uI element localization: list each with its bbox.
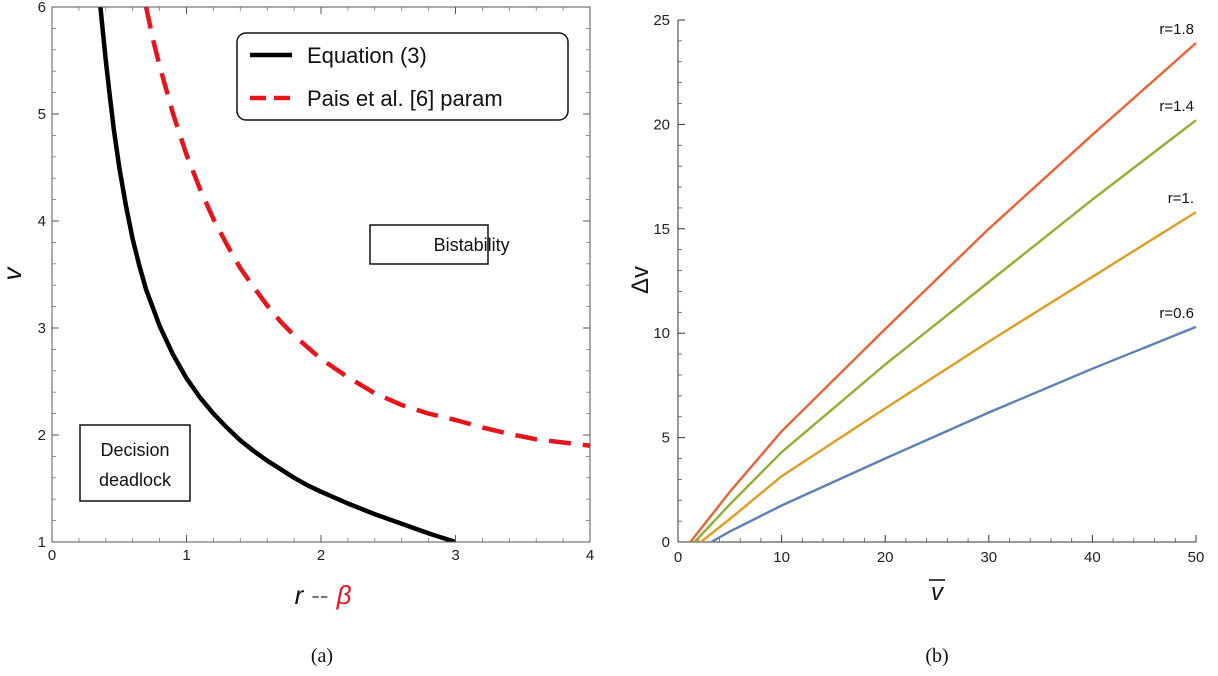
y-tick-label: 20 bbox=[653, 116, 670, 133]
x-tick-label: 20 bbox=[877, 549, 894, 566]
series-line-pais-param bbox=[143, 7, 590, 448]
x-axis-label: r -- β bbox=[295, 580, 352, 610]
x-axis-label-beta: β bbox=[336, 580, 352, 610]
series-line-r06 bbox=[710, 325, 1197, 544]
legend-box bbox=[236, 32, 569, 121]
x-tick-label: 40 bbox=[1084, 549, 1101, 566]
curve-label-r1: r=1. bbox=[1168, 190, 1194, 207]
y-tick-label: 2 bbox=[38, 427, 46, 444]
x-tick-label: 30 bbox=[980, 549, 997, 566]
x-tick-label: 1 bbox=[182, 547, 190, 564]
y-tick-label: 15 bbox=[653, 221, 670, 238]
series-line-r1 bbox=[700, 211, 1197, 543]
region-label-deadlock-line1: Decision bbox=[100, 440, 169, 460]
legend-label-pais-param: Pais et al. [6] param bbox=[307, 86, 503, 111]
y-axis-label: Δv bbox=[627, 266, 654, 294]
series-line-equation-3 bbox=[98, 7, 457, 542]
y-tick-label: 10 bbox=[653, 325, 670, 342]
y-tick-label: 3 bbox=[38, 320, 46, 337]
panel-b: 0 10 20 30 40 50 0 5 10 15 20 25 r=0.6 r=1. r=1.4 r=1.8… bbox=[627, 12, 1204, 606]
y-tick-label: 1 bbox=[38, 534, 46, 551]
x-axis-label-separator: -- bbox=[311, 580, 328, 610]
y-tick-label: 5 bbox=[662, 430, 670, 447]
curve-label-r18: r=1.8 bbox=[1159, 21, 1194, 38]
y-tick-label: 25 bbox=[653, 12, 670, 29]
x-axis-label-r: r bbox=[295, 580, 305, 610]
y-tick-label: 5 bbox=[38, 106, 46, 123]
series-line-r14 bbox=[693, 119, 1197, 543]
x-tick-label: 4 bbox=[586, 547, 594, 564]
curve-label-r14: r=1.4 bbox=[1159, 98, 1194, 115]
y-tick-label: 4 bbox=[38, 213, 46, 230]
region-label-bistability: Bistability bbox=[434, 235, 510, 255]
x-tick-label: 50 bbox=[1188, 549, 1205, 566]
x-tick-label: 0 bbox=[674, 549, 682, 566]
y-tick-label: 0 bbox=[662, 534, 670, 551]
x-tick-label: 3 bbox=[451, 547, 459, 564]
legend-label-equation-3: Equation (3) bbox=[307, 43, 427, 68]
y-axis-label: v bbox=[0, 266, 27, 281]
region-box-deadlock bbox=[79, 424, 191, 502]
x-tick-label: 10 bbox=[773, 549, 790, 566]
panel-a-caption: (a) bbox=[311, 645, 333, 667]
x-tick-label: 2 bbox=[317, 547, 325, 564]
x-tick-label: 0 bbox=[48, 547, 56, 564]
panel-b-caption: (b) bbox=[925, 645, 948, 667]
y-tick-label: 6 bbox=[38, 0, 46, 16]
curve-label-r06: r=0.6 bbox=[1159, 305, 1194, 322]
region-box-bistability bbox=[369, 224, 489, 265]
x-axis-label: v bbox=[931, 579, 945, 606]
series-line-r18 bbox=[689, 42, 1197, 543]
region-label-deadlock-line2: deadlock bbox=[99, 470, 172, 490]
legend: Equation (3) Pais et al. [6] param bbox=[236, 32, 569, 121]
